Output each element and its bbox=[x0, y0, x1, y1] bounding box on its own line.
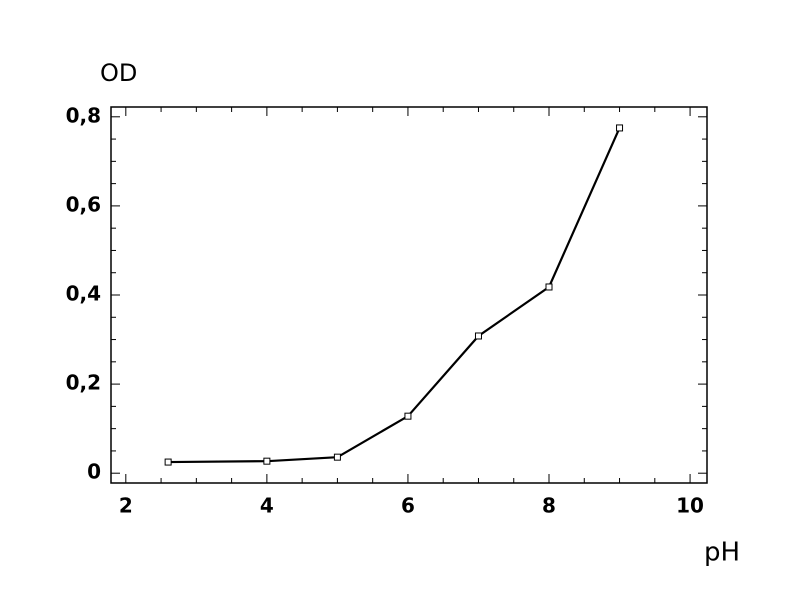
y-tick-label: 0,6 bbox=[66, 192, 101, 216]
data-point bbox=[545, 283, 553, 291]
x-tick-label: 6 bbox=[401, 494, 415, 518]
data-point bbox=[474, 332, 482, 340]
data-point bbox=[164, 458, 172, 466]
y-axis-label: OD bbox=[100, 59, 137, 87]
x-tick-label: 8 bbox=[542, 494, 556, 518]
x-tick-label: 2 bbox=[119, 494, 133, 518]
data-point bbox=[263, 457, 271, 465]
y-tick-label: 0,2 bbox=[66, 371, 101, 395]
data-point bbox=[616, 124, 624, 132]
data-point bbox=[404, 412, 412, 420]
data-point bbox=[333, 453, 341, 461]
y-tick-label: 0,4 bbox=[66, 282, 101, 306]
x-axis-label: pH bbox=[704, 538, 740, 568]
y-tick-label: 0 bbox=[87, 460, 101, 484]
y-tick-label: 0,8 bbox=[66, 103, 101, 127]
x-tick-label: 10 bbox=[676, 494, 704, 518]
x-tick-label: 4 bbox=[260, 494, 274, 518]
